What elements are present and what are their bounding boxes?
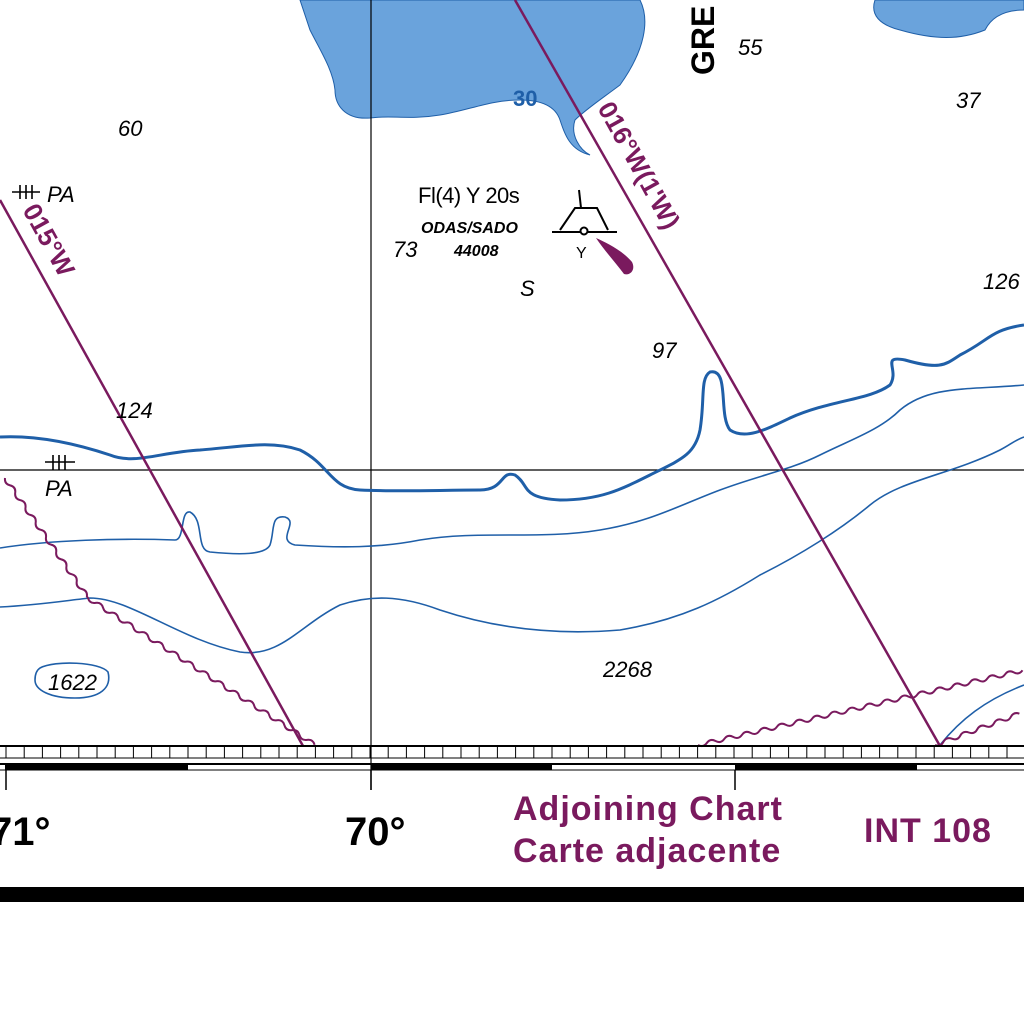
depth-contour-closed <box>34 662 110 699</box>
sounding: 124 <box>116 398 153 423</box>
adjoining-chart-label-fr: Carte adjacente <box>513 832 781 870</box>
depth-contour-2000 <box>0 436 1024 654</box>
area-label: GRE <box>685 6 721 75</box>
adjoining-chart-label: Adjoining Chart <box>513 790 783 828</box>
contour-label-30: 30 <box>513 86 537 111</box>
pipeline-label: PA <box>45 476 73 501</box>
limit-line-east <box>934 712 1020 747</box>
depth-contour-200 <box>0 323 1024 502</box>
traffic-line-label-016w: 016°W(1'W) <box>592 96 687 234</box>
shallow-water-area-west <box>299 0 646 156</box>
odas-buoy-icon <box>552 189 617 236</box>
sounding: 1622 <box>48 670 97 695</box>
sounding: 97 <box>652 338 677 363</box>
traffic-line-label-015w: 015°W <box>17 198 81 281</box>
sounding: 55 <box>738 35 763 60</box>
sounding: 60 <box>118 116 143 141</box>
traffic-line-015w <box>0 199 305 747</box>
buoy-id-label: 44008 <box>453 243 499 260</box>
pipeline-cross-icon <box>12 185 40 199</box>
depth-contour-se <box>939 684 1024 746</box>
sounding: 2268 <box>602 657 653 682</box>
buoy-type-label: ODAS/SADO <box>421 220 518 237</box>
depth-contour-1000 <box>0 384 1024 555</box>
sounding: 126 <box>983 269 1020 294</box>
light-flare-icon <box>596 238 634 275</box>
pipeline-cross-icon <box>45 455 75 470</box>
traffic-line-016w <box>513 0 942 747</box>
pipeline-label: PA <box>47 182 75 207</box>
longitude-label-70: 70° <box>345 810 406 854</box>
buoy-color-code: Y <box>576 245 587 262</box>
longitude-label-71: 71° <box>0 810 51 854</box>
seabed-quality-label: S <box>520 276 535 301</box>
limit-line-southeast <box>697 669 1024 748</box>
sounding: 73 <box>393 237 418 262</box>
adjoining-chart-number[interactable]: INT 108 <box>864 812 992 850</box>
shallow-water-area-east <box>873 0 1024 38</box>
sounding: 37 <box>956 88 981 113</box>
buoy-light-label: Fl(4) Y 20s <box>418 183 520 208</box>
limit-line-west <box>3 477 316 746</box>
border-scale <box>0 745 1024 790</box>
chart-bottom-bar <box>0 887 1024 902</box>
